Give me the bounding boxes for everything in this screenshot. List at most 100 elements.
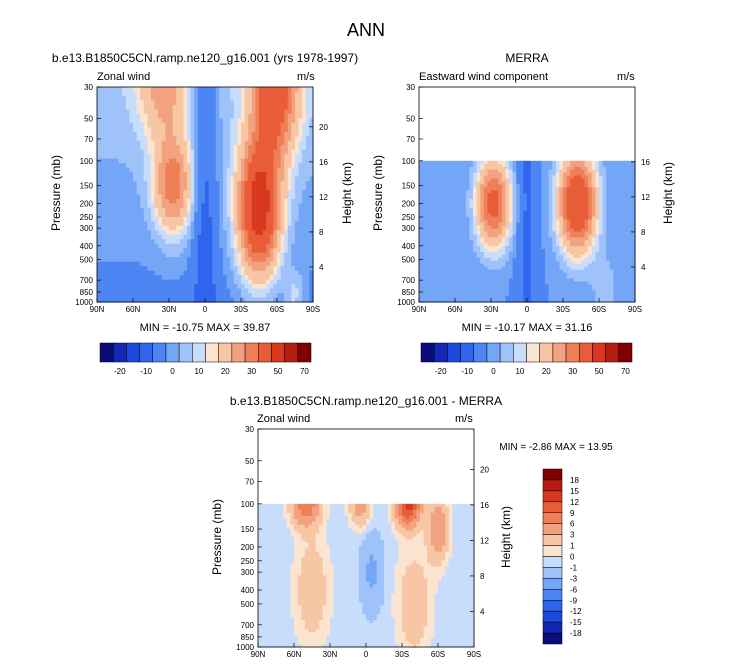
obs-cell [606, 257, 611, 262]
obs-cell [487, 257, 492, 262]
obs-cell [595, 175, 600, 180]
model-cell [241, 230, 246, 236]
model-cell [237, 100, 242, 106]
obs-cell [505, 207, 510, 212]
obs-cell [606, 240, 611, 244]
model-cell [215, 190, 220, 196]
model-cell [262, 275, 267, 281]
model-cell [251, 248, 256, 254]
model-cell [269, 145, 274, 151]
model-cell [133, 131, 138, 137]
obs-cell [440, 260, 445, 265]
model-cell [226, 190, 231, 196]
model-cell [309, 261, 314, 267]
model-cell [223, 194, 228, 200]
obs-cell [473, 178, 478, 183]
obs-cell [519, 166, 524, 171]
model-cell [179, 297, 184, 303]
obs-cell [584, 160, 589, 165]
model-cell [219, 221, 224, 227]
model-cell [190, 243, 195, 249]
obs-cell [563, 166, 568, 171]
obs-cell [570, 216, 575, 221]
model-cell [237, 87, 242, 93]
model-cell [244, 279, 249, 285]
model-cell [143, 221, 148, 227]
model-cell [244, 212, 249, 218]
model-cell [125, 275, 130, 281]
obs-cell [505, 225, 510, 230]
model-cell [194, 163, 199, 169]
model-cell [158, 234, 163, 240]
obs-cell [512, 187, 517, 191]
obs-cell [566, 199, 571, 203]
obs-cell [440, 190, 445, 194]
model-cell [187, 234, 192, 240]
obs-cell [566, 219, 571, 224]
obs-cell [541, 187, 546, 191]
model-cell [143, 234, 148, 240]
obs-cell [527, 202, 532, 206]
model-cell [215, 113, 220, 119]
obs-cell [573, 202, 578, 206]
obs-cell [545, 213, 550, 218]
model-cell [125, 172, 130, 178]
obs-cell [577, 196, 582, 200]
obs-cell [573, 237, 578, 241]
model-cell [302, 104, 307, 110]
obs-cell [487, 190, 492, 194]
obs-cell [429, 260, 434, 265]
model-ytick-label: 100 [80, 157, 94, 166]
model-cell [100, 288, 105, 294]
model-cell [244, 154, 249, 160]
model-cell [291, 190, 296, 196]
model-cell [295, 239, 300, 245]
model-cell [140, 118, 145, 124]
obs-cell [595, 163, 600, 168]
model-cell [291, 284, 296, 290]
model-cell [273, 87, 278, 93]
model-cell [219, 181, 224, 187]
obs-cell [545, 243, 550, 247]
obs-cell [581, 243, 586, 247]
model-cell [205, 270, 210, 276]
model-cell [302, 190, 307, 196]
model-cell [208, 109, 213, 115]
model-cell [302, 275, 307, 281]
obs-cell [624, 169, 629, 174]
model-cell [305, 113, 310, 119]
model-cell [215, 261, 220, 267]
obs-cell [447, 257, 452, 262]
model-cell [284, 100, 289, 106]
model-cell [129, 104, 134, 110]
obs-cell [577, 210, 582, 215]
obs-cell [440, 225, 445, 230]
obs-cell [469, 231, 474, 235]
model-cell [176, 113, 181, 119]
model-cell [244, 87, 249, 93]
obs-cell [455, 225, 460, 230]
obs-cell [541, 257, 546, 262]
model-cell [259, 297, 264, 303]
model-cell [237, 95, 242, 102]
model-cell [122, 216, 127, 222]
model-cell [125, 158, 130, 164]
obs-cell [563, 169, 568, 174]
model-cell [172, 203, 177, 209]
obs-cell [440, 222, 445, 227]
obs-cell [559, 216, 564, 221]
obs-cell [433, 193, 438, 197]
obs-cell [627, 184, 632, 188]
model-cell [298, 284, 303, 290]
model-cell [237, 149, 242, 155]
model-cell [223, 87, 228, 93]
model-cell [302, 140, 307, 146]
obs-cell [552, 222, 557, 227]
model-cell [201, 190, 206, 196]
model-cell [212, 203, 217, 209]
model-cell [183, 225, 188, 231]
model-cell [100, 113, 105, 119]
model-cell [262, 288, 267, 294]
model-cell [205, 122, 210, 128]
model-cell [208, 87, 213, 93]
